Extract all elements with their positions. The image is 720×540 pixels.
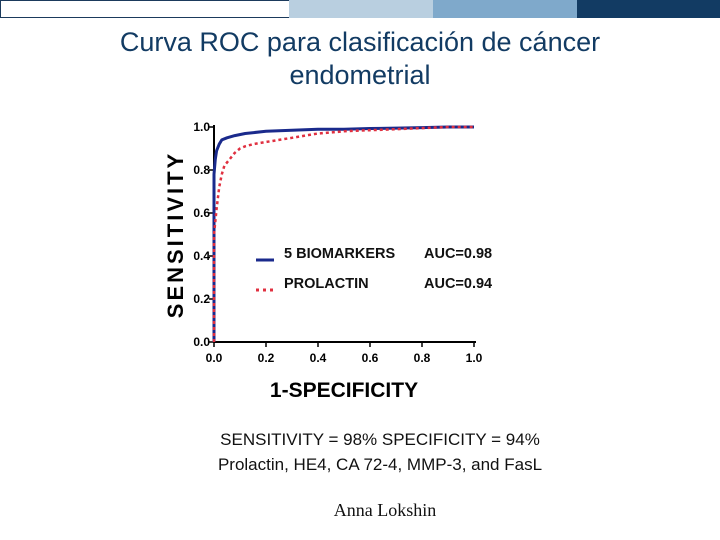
- header-bar-segment-white: [0, 0, 290, 18]
- slide-title-line-1: Curva ROC para clasificación de cáncer: [119, 27, 601, 57]
- header-bar-segment-mid-blue: [433, 0, 577, 18]
- author-credit: Anna Lokshin: [333, 500, 437, 520]
- y-tick-label: 0.8: [193, 163, 210, 177]
- x-tick-label: 0.0: [206, 351, 223, 365]
- y-tick-label: 1.0: [193, 120, 210, 134]
- x-tick-label: 0.8: [414, 351, 431, 365]
- legend-auc-prolactin: AUC=0.94: [424, 276, 492, 292]
- x-tick-label: 0.6: [362, 351, 379, 365]
- x-axis-label: 1-SPECIFICITY: [270, 379, 418, 402]
- biomarker-list: Prolactin, HE4, CA 72-4, MMP-3, and FasL: [217, 455, 543, 474]
- roc-chart: 0.0 0.2 0.4 0.6 0.8 1.0 0.0 0.2 0.4 0.6 0.8 1.0 1-SP…: [163, 120, 492, 402]
- header-bar-segment-dark-blue: [577, 0, 720, 18]
- y-axis-label: SENSITIVITY: [163, 151, 188, 318]
- y-tick-label: 0.2: [193, 292, 210, 306]
- y-tick-label: 0.6: [193, 206, 210, 220]
- legend-label-5-biomarkers: 5 BIOMARKERS: [284, 246, 396, 262]
- series-line-5-biomarkers: [212, 125, 474, 342]
- header-bar-segment-light-blue: [289, 0, 433, 18]
- y-tick-label: 0.4: [193, 249, 210, 263]
- slide-title-line-2: endometrial: [289, 60, 431, 90]
- header-color-bar: [0, 0, 720, 18]
- legend-auc-5-biomarkers: AUC=0.98: [424, 246, 492, 262]
- slide-title: Curva ROC para clasificación de cáncer e…: [20, 26, 700, 92]
- y-tick-label: 0.0: [193, 335, 210, 349]
- series-line-prolactin: [212, 125, 474, 342]
- x-tick-label: 0.2: [258, 351, 275, 365]
- legend-label-prolactin: PROLACTIN: [284, 276, 369, 292]
- performance-summary: SENSITIVITY = 98% SPECIFICITY = 94%: [220, 430, 540, 449]
- x-tick-label: 0.4: [310, 351, 327, 365]
- x-tick-label: 1.0: [466, 351, 483, 365]
